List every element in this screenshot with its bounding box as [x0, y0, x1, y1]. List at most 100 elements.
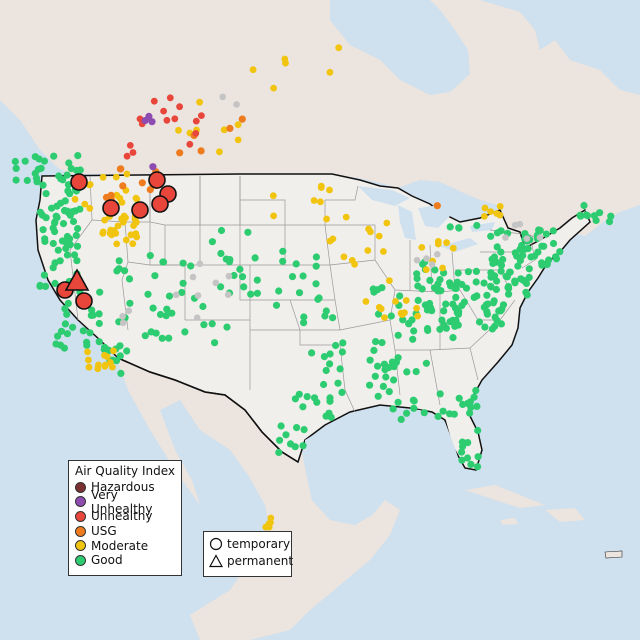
gulf-of-mexico: [305, 407, 462, 525]
nodata-site-marker: [212, 279, 220, 287]
good-site-marker: [66, 190, 74, 198]
good-site-marker: [36, 208, 45, 216]
usg-site-marker: [433, 202, 441, 210]
moderate-site-marker: [270, 212, 277, 220]
unhealthy-temporary-marker: [148, 171, 166, 189]
good-site-marker: [334, 379, 342, 387]
nodata-site-marker: [536, 234, 544, 241]
canada-land: [0, 0, 640, 252]
good-site-marker: [454, 269, 462, 277]
moderate-site-marker: [443, 239, 450, 247]
unhealthy-site-marker: [186, 140, 194, 148]
good-site-marker: [146, 252, 154, 260]
good-site-marker: [475, 318, 484, 326]
moderate-site-marker: [234, 121, 242, 129]
arctic-water: [480, 0, 640, 95]
good-site-marker: [303, 393, 311, 401]
good-site-marker: [96, 288, 104, 296]
nodata-site-marker: [428, 261, 436, 268]
moderate-site-marker: [449, 244, 457, 252]
good-site-marker: [165, 292, 174, 300]
good-site-marker: [504, 283, 513, 291]
moderate-site-marker: [114, 222, 122, 230]
good-site-marker: [474, 426, 482, 435]
good-site-marker: [295, 289, 304, 297]
good-site-marker: [322, 366, 330, 375]
legend-label: Unhealthy: [91, 509, 153, 524]
good-site-marker: [473, 221, 481, 230]
moderate-site-marker: [85, 356, 92, 364]
moderate-site-marker: [107, 226, 115, 234]
good-site-marker: [49, 224, 57, 232]
good-site-marker: [498, 305, 506, 313]
moderate-site-marker: [383, 219, 391, 227]
good-site-marker: [230, 271, 238, 280]
legend-item-very-unhealthy: Very Unhealthy: [69, 488, 181, 516]
legend-label: Hazardous: [91, 480, 155, 495]
moderate-site-marker: [265, 523, 273, 531]
jamaica: [500, 518, 518, 525]
good-site-marker: [464, 439, 472, 447]
moderate-site-marker: [326, 68, 334, 76]
good-site-marker: [125, 275, 134, 283]
good-site-marker: [336, 365, 344, 373]
legend-item-moderate: Moderate: [69, 538, 181, 553]
great-lakes: [358, 186, 495, 252]
good-site-marker: [40, 157, 49, 165]
moderate-site-marker: [375, 303, 383, 311]
moderate-site-marker: [310, 197, 318, 204]
good-site-marker: [329, 314, 337, 322]
good-site-marker: [576, 211, 584, 219]
good-site-marker: [11, 157, 19, 166]
good-site-marker: [530, 252, 539, 260]
good-site-marker: [208, 238, 216, 246]
good-site-marker: [95, 338, 103, 346]
good-site-marker: [431, 266, 439, 274]
good-site-marker: [442, 300, 450, 308]
good-site-marker: [50, 152, 58, 160]
good-site-marker: [62, 244, 70, 253]
good-site-marker: [487, 232, 495, 240]
good-site-marker: [57, 175, 65, 183]
good-site-marker: [63, 330, 71, 338]
good-site-marker: [52, 212, 60, 220]
moderate-site-marker: [112, 173, 120, 181]
good-site-marker: [405, 319, 413, 328]
good-site-marker: [123, 347, 131, 355]
good-site-marker: [187, 262, 195, 270]
good-site-marker: [300, 426, 308, 434]
moderate-site-marker: [367, 228, 374, 236]
good-site-marker: [149, 304, 157, 312]
good-site-marker: [394, 398, 402, 406]
good-site-marker: [31, 153, 39, 161]
nodata-site-marker: [196, 260, 204, 268]
good-site-marker: [141, 332, 149, 340]
good-site-marker: [410, 397, 418, 405]
good-site-marker: [487, 282, 495, 290]
good-site-marker: [104, 346, 112, 354]
good-site-marker: [410, 327, 418, 335]
good-site-marker: [292, 260, 300, 268]
unhealthy-sites: [123, 94, 205, 160]
moderate-site-marker: [481, 204, 489, 212]
good-site-marker: [458, 456, 466, 464]
good-site-marker: [308, 349, 316, 357]
moderate-site-marker: [392, 298, 399, 305]
moderate-site-marker: [175, 126, 182, 134]
good-site-marker: [371, 372, 379, 380]
moderate-site-marker: [317, 198, 324, 206]
good-site-marker: [56, 341, 65, 349]
good-site-marker: [314, 295, 322, 303]
aqi-legend: Air Quality Index Hazardous Very Unhealt…: [68, 460, 182, 576]
good-site-marker: [116, 352, 124, 360]
good-site-marker: [607, 212, 615, 220]
unhealthy-site-marker: [166, 94, 174, 102]
very-unhealthy-swatch: [75, 496, 86, 508]
good-site-marker: [511, 249, 519, 257]
nodata-site-marker: [125, 307, 133, 315]
good-site-marker: [538, 261, 546, 269]
unhealthy-site-marker: [129, 149, 137, 156]
good-site-marker: [502, 272, 510, 280]
good-site-marker: [370, 346, 378, 354]
good-site-marker: [463, 454, 472, 462]
